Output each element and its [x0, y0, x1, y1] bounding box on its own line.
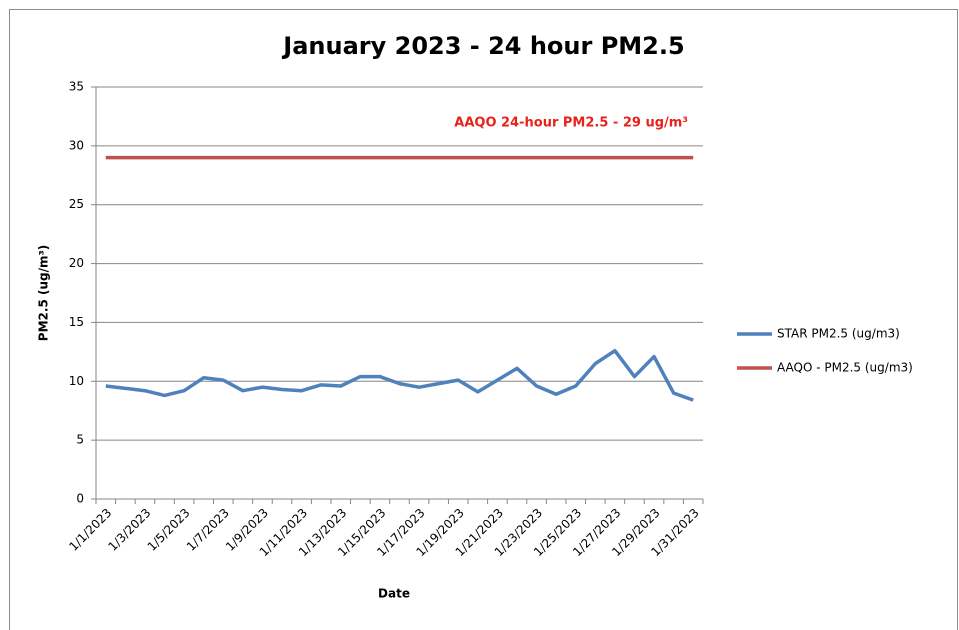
data-line	[105, 348, 694, 402]
y-tick-label: 5	[76, 433, 84, 447]
chart-title: January 2023 - 24 hour PM2.5	[281, 32, 684, 60]
chart-frame	[9, 9, 958, 630]
x-axis-title: Date	[378, 587, 410, 601]
y-tick-label: 35	[69, 80, 84, 94]
annotation: AAQO 24-hour PM2.5 - 29 ug/m³	[454, 116, 688, 131]
legend-label: AAQO - PM2.5 (ug/m3)	[777, 361, 913, 375]
legend-label: STAR PM2.5 (ug/m3)	[777, 327, 900, 341]
y-tick-label: 15	[69, 315, 84, 329]
y-tick-label: 20	[69, 256, 84, 270]
y-tick-label: 25	[69, 197, 84, 211]
y-tick-label: 30	[69, 138, 84, 152]
y-tick-label: 0	[76, 492, 84, 506]
y-axis-title: PM2.5 (ug/m³)	[37, 245, 51, 341]
y-tick-label: 10	[69, 374, 84, 388]
